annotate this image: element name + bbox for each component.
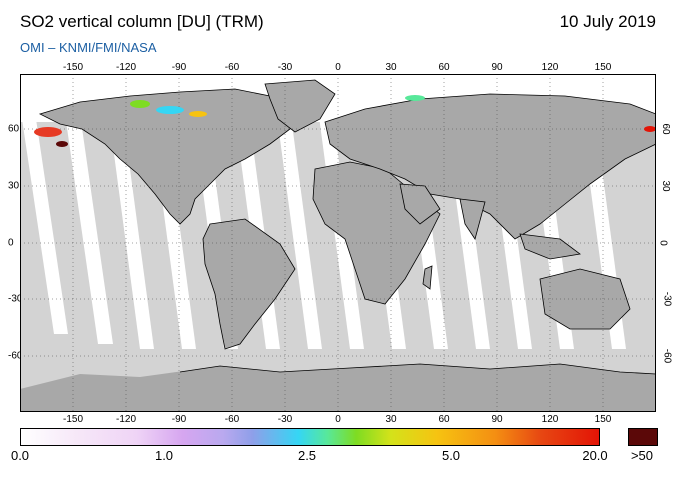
lon-label-bottom: -90 — [171, 414, 187, 425]
lon-label-top: 90 — [491, 62, 503, 73]
lon-label-top: -60 — [224, 62, 240, 73]
colorbar-label: 1.0 — [154, 448, 174, 463]
north-america — [38, 88, 296, 225]
lon-label-top: 150 — [594, 62, 612, 73]
lon-label-bottom: 0 — [335, 414, 341, 425]
map-title: SO2 vertical column [DU] (TRM) — [20, 12, 264, 31]
lat-label-left: -60 — [8, 350, 23, 362]
lon-label-bottom: 60 — [438, 414, 450, 425]
graticule — [20, 74, 656, 412]
arabian-peninsula — [399, 183, 441, 225]
australia — [539, 268, 631, 330]
lon-label-bottom: -150 — [62, 414, 84, 425]
antarctica — [20, 364, 656, 412]
lon-label-top: -30 — [277, 62, 293, 73]
lon-label-bottom: -120 — [115, 414, 137, 425]
indian-subcontinent — [459, 198, 486, 240]
map-date: 10 July 2019 — [559, 12, 656, 31]
lat-label-left: 60 — [8, 123, 20, 135]
lon-label-top: 30 — [385, 62, 397, 73]
lat-label-right: 0 — [657, 240, 669, 246]
colorbar-over-label: >50 — [630, 448, 654, 463]
lon-label-top: 0 — [335, 62, 341, 73]
colorbar-label: 0.0 — [10, 448, 30, 463]
lat-label-right: 30 — [660, 180, 672, 192]
lat-label-left: 30 — [8, 180, 20, 192]
lat-label-right: -30 — [661, 291, 673, 307]
continents — [20, 79, 656, 412]
colorbar-over-swatch — [628, 428, 658, 446]
lat-label-left: 0 — [8, 237, 14, 249]
data-credit: OMI – KNMI/FMI/NASA — [20, 40, 157, 55]
lat-label-right: -60 — [661, 348, 673, 364]
madagascar — [422, 265, 433, 290]
lon-label-bottom: -60 — [224, 414, 240, 425]
lon-label-top: -120 — [115, 62, 137, 73]
colorbar-label: 2.5 — [297, 448, 317, 463]
lon-label-top: -150 — [62, 62, 84, 73]
lat-label-right: 60 — [660, 123, 672, 135]
south-america — [202, 218, 296, 350]
lon-label-bottom: 30 — [385, 414, 397, 425]
lon-label-top: 60 — [438, 62, 450, 73]
colorbar-label: 20.0 — [582, 448, 608, 463]
lon-label-bottom: -30 — [277, 414, 293, 425]
colorbar-label: 5.0 — [441, 448, 461, 463]
lon-label-bottom: 150 — [594, 414, 612, 425]
lon-label-bottom: 120 — [541, 414, 559, 425]
lat-label-left: -30 — [8, 293, 23, 305]
so2-map — [20, 74, 656, 412]
lon-label-top: 120 — [541, 62, 559, 73]
lon-label-bottom: 90 — [491, 414, 503, 425]
colorbar — [20, 428, 600, 446]
greenland — [264, 79, 336, 133]
lon-label-top: -90 — [171, 62, 187, 73]
so2-hotspots — [34, 95, 656, 147]
eurasia — [324, 93, 656, 240]
